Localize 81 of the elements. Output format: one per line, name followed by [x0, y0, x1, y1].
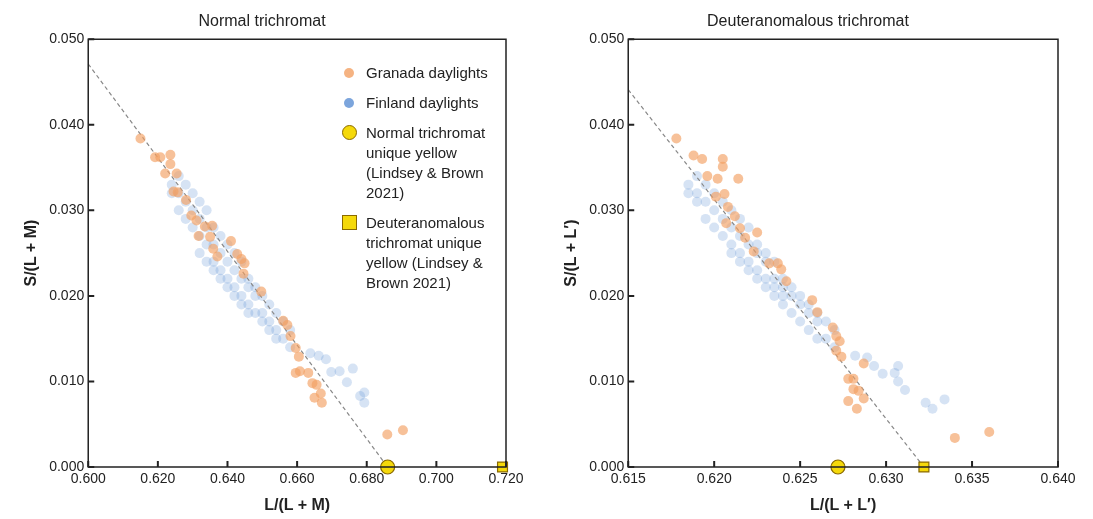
y-axis-title: S/(L + M)	[22, 219, 40, 287]
x-axis-title: L/(L + L′)	[810, 495, 877, 513]
x-tick-label: 0.680	[349, 470, 385, 487]
point	[238, 268, 249, 279]
point	[311, 379, 322, 390]
x-tick-label: 0.620	[140, 470, 176, 487]
point	[294, 366, 305, 377]
point	[733, 173, 744, 184]
point	[836, 351, 847, 362]
point	[315, 388, 326, 399]
point	[918, 461, 930, 473]
point	[382, 429, 393, 440]
y-tick-label: 0.010	[49, 372, 85, 389]
y-tick-label: 0.050	[589, 30, 625, 47]
point	[729, 211, 740, 222]
x-tick-label: 0.700	[418, 470, 455, 487]
chart-title: Normal trichromat	[198, 12, 327, 30]
point	[282, 319, 293, 330]
legend-label: Granada daylights	[366, 63, 488, 83]
point	[165, 149, 176, 160]
point	[717, 161, 728, 172]
point	[290, 343, 301, 354]
point	[688, 150, 699, 161]
x-tick-label: 0.640	[1040, 470, 1076, 487]
y-tick-label: 0.050	[49, 30, 85, 47]
point	[752, 227, 763, 238]
x-tick-label: 0.625	[782, 470, 818, 487]
point	[135, 133, 146, 144]
point	[851, 403, 862, 414]
y-tick-label: 0.020	[589, 286, 625, 303]
point	[807, 295, 818, 306]
point	[397, 425, 408, 436]
point	[781, 276, 792, 287]
point	[748, 246, 759, 257]
point	[776, 264, 787, 275]
point	[740, 232, 751, 243]
legend-label: Normal trichromat unique yellow (Lindsey & Brown 2021)	[366, 123, 487, 203]
y-tick-label: 0.020	[49, 286, 85, 303]
y-tick-label: 0.040	[589, 115, 625, 132]
point	[160, 168, 171, 179]
y-tick-label: 0.030	[49, 201, 85, 218]
x-tick-label: 0.660	[279, 470, 315, 487]
point	[155, 152, 166, 163]
point	[208, 243, 219, 254]
point	[671, 133, 682, 144]
x-tick-label: 0.635	[954, 470, 990, 487]
point	[734, 223, 745, 234]
point	[721, 218, 732, 229]
y-axis-title: S/(L + L′)	[562, 219, 580, 287]
legend-label: Deuteranomalous trichromat unique yellow (Lindsey & Brown 2021)	[366, 213, 486, 293]
point	[285, 331, 296, 342]
point	[712, 173, 723, 184]
x-axis-title: L/(L + M)	[264, 495, 331, 513]
point	[949, 432, 960, 443]
y-tick-label: 0.010	[589, 372, 625, 389]
point	[316, 397, 327, 408]
x-tick-label: 0.720	[488, 470, 524, 487]
legend-label: Finland daylights	[366, 93, 479, 113]
point	[853, 385, 864, 396]
point	[293, 351, 304, 362]
chart-title: Deuteranomalous trichromat	[707, 12, 910, 30]
point	[165, 159, 176, 170]
point	[834, 336, 845, 347]
point	[764, 258, 775, 269]
point	[843, 396, 854, 407]
point	[722, 201, 733, 212]
point	[858, 358, 869, 369]
point	[697, 153, 708, 164]
y-tick-label: 0.040	[49, 115, 85, 132]
y-tick-label: 0.030	[589, 201, 625, 218]
x-tick-label: 0.620	[696, 470, 732, 487]
point	[303, 367, 314, 378]
point	[858, 393, 869, 404]
point	[702, 171, 713, 182]
point	[719, 189, 730, 200]
point	[984, 426, 995, 437]
point	[256, 286, 267, 297]
point	[205, 231, 216, 242]
point	[848, 373, 859, 384]
x-tick-label: 0.640	[209, 470, 246, 487]
x-tick-label: 0.630	[868, 470, 904, 487]
